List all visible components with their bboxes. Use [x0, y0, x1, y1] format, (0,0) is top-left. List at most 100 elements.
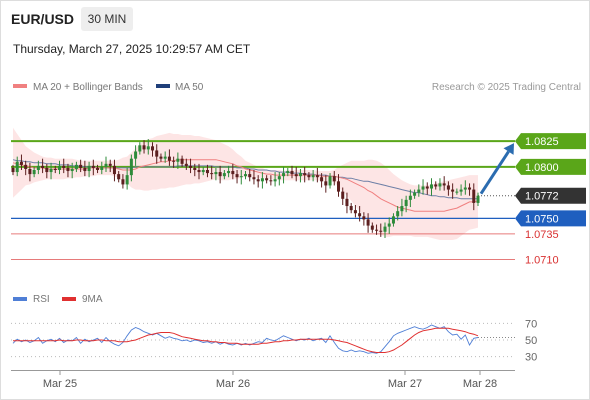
- candle-body: [269, 180, 273, 182]
- candle-body: [430, 184, 433, 189]
- candle-body: [15, 161, 19, 173]
- candle-body: [79, 164, 83, 168]
- candle-body: [41, 165, 45, 168]
- bollinger-band-area: [13, 127, 478, 240]
- candle-body: [104, 163, 108, 167]
- level-tag-1.0772: [515, 187, 586, 204]
- rsi-tick-label-50: 50: [525, 335, 537, 347]
- candle-body: [117, 174, 121, 180]
- candle-body: [180, 158, 184, 164]
- forecast-arrow-shaft: [479, 150, 510, 195]
- level-label-1.0800: 1.0800: [525, 162, 559, 174]
- candle-body: [176, 158, 180, 162]
- candle-body: [417, 189, 421, 193]
- candlesticks: [11, 139, 480, 238]
- candle-body: [62, 165, 66, 168]
- candle-body: [421, 186, 425, 190]
- candle-body: [222, 173, 226, 177]
- candle-body: [74, 164, 78, 169]
- candle-body: [298, 173, 302, 177]
- timeframe-label: 30 MIN: [88, 12, 127, 26]
- candle-body: [24, 164, 28, 169]
- candle-body: [404, 199, 408, 207]
- candle-body: [446, 185, 450, 190]
- candle-body: [337, 181, 340, 192]
- ma50-legend-swatch: [156, 84, 170, 88]
- candle-body: [290, 171, 294, 175]
- candle-body: [49, 168, 53, 173]
- candle-body: [459, 189, 463, 192]
- candle-body: [155, 150, 159, 157]
- candle-body: [468, 187, 472, 190]
- candle-body: [167, 156, 171, 161]
- level-label-1.0772: 1.0772: [525, 191, 559, 203]
- level-tag-1.0750: [515, 210, 586, 227]
- candle-body: [70, 168, 74, 172]
- candle-body: [265, 178, 269, 181]
- datetime-label: Thursday, March 27, 2025 10:29:57 AM CET: [13, 42, 251, 56]
- candle-body: [32, 170, 36, 175]
- candle-body: [332, 176, 336, 182]
- candle-body: [45, 167, 49, 173]
- candle-body: [201, 170, 205, 173]
- candle-body: [366, 219, 370, 226]
- candle-body: [476, 195, 480, 203]
- forecast-arrow-head: [503, 143, 514, 155]
- candle-body: [472, 189, 476, 203]
- candle-body: [383, 226, 387, 232]
- candle-body: [214, 172, 218, 175]
- candle-body: [303, 173, 307, 176]
- rsi-legend-label: RSI: [33, 294, 50, 305]
- candle-body: [408, 195, 412, 200]
- x-tick-label: Mar 28: [463, 378, 497, 390]
- timeframe-badge[interactable]: [81, 7, 133, 31]
- candle-body: [451, 189, 455, 192]
- candle-body: [193, 167, 197, 170]
- x-tick-label: Mar 25: [43, 378, 77, 390]
- candle-body: [379, 230, 383, 232]
- credit-label: Research © 2025 Trading Central: [432, 82, 581, 93]
- candle-body: [19, 161, 23, 165]
- candle-body: [375, 229, 379, 231]
- candle-body: [286, 171, 290, 174]
- candle-body: [438, 183, 442, 187]
- level-tag-1.0825: [515, 133, 586, 150]
- candle-body: [434, 184, 438, 187]
- candle-body: [311, 175, 315, 178]
- symbol-label: EUR/USD: [11, 11, 74, 27]
- candle-body: [358, 213, 362, 217]
- candle-body: [400, 206, 404, 212]
- candle-body: [138, 145, 142, 152]
- candle-body: [83, 167, 87, 172]
- rsi-panel: 70 50 30: [11, 318, 537, 364]
- candle-body: [172, 160, 176, 162]
- candle-body: [112, 165, 116, 175]
- rsi-ma-legend-swatch: [62, 297, 76, 301]
- rsi-ma-line: [13, 327, 479, 353]
- candle-body: [235, 174, 239, 178]
- candle-body: [121, 179, 125, 185]
- candle-body: [227, 171, 231, 174]
- candle-body: [328, 176, 332, 186]
- candle-body: [205, 170, 209, 174]
- level-label-1.0735: 1.0735: [525, 229, 559, 241]
- level-label-1.0825: 1.0825: [525, 136, 559, 148]
- candle-body: [425, 186, 429, 189]
- candle-body: [91, 165, 95, 168]
- x-tick-label: Mar 27: [388, 378, 422, 390]
- candle-body: [244, 174, 247, 177]
- candle-body: [239, 176, 243, 178]
- candle-body: [260, 178, 264, 182]
- candle-body: [134, 151, 138, 159]
- rsi-tick-label-30: 30: [525, 352, 537, 364]
- candle-body: [11, 167, 15, 173]
- candle-body: [96, 167, 100, 170]
- level-label-1.0710: 1.0710: [525, 255, 559, 267]
- candle-body: [256, 179, 260, 182]
- candle-body: [463, 187, 467, 190]
- candle-body: [231, 171, 235, 175]
- candle-body: [163, 156, 167, 159]
